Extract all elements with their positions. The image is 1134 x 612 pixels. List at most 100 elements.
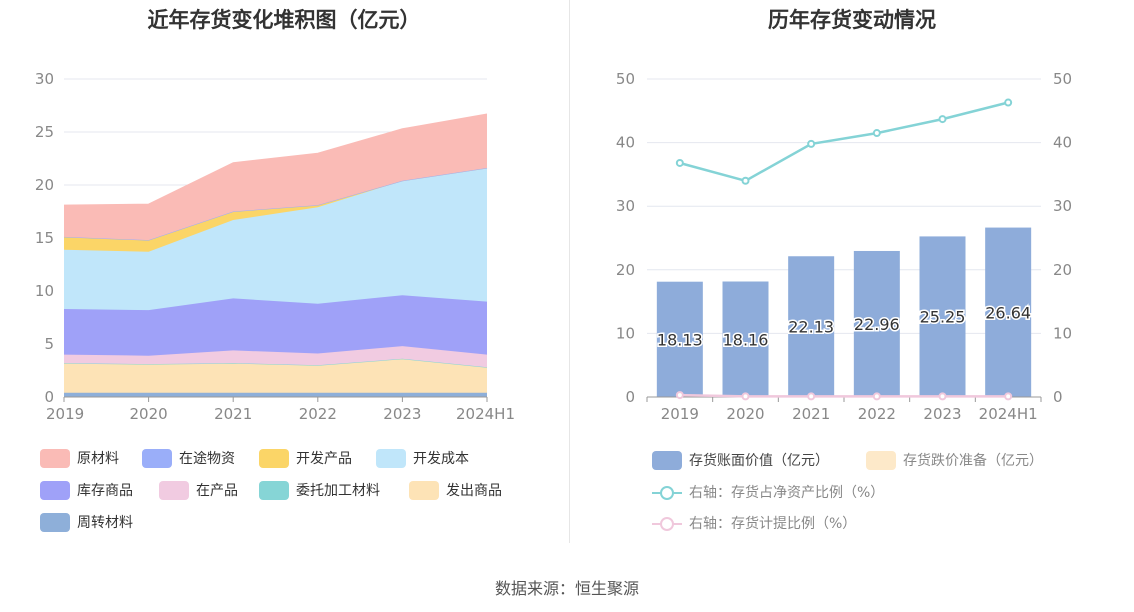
y2-tick-label: 0	[1053, 388, 1063, 406]
legend-swatch	[159, 480, 189, 500]
y-tick-label: 50	[616, 70, 635, 88]
y-tick-label: 10	[35, 282, 54, 300]
left-chart-title: 近年存货变化堆积图（亿元）	[147, 8, 421, 32]
legend-swatch	[652, 514, 682, 533]
x-tick-label: 2024H1	[979, 405, 1038, 423]
legend-swatch	[40, 512, 70, 532]
bar-data-label: 25.25	[920, 308, 966, 327]
bar-data-label: 22.96	[854, 315, 900, 334]
legend-swatch	[652, 450, 682, 470]
y-tick-label: 0	[625, 388, 635, 406]
legend-item[interactable]: 开发产品	[259, 447, 352, 469]
legend-swatch	[259, 448, 289, 468]
line-series	[679, 393, 1009, 398]
x-tick-label: 2022	[858, 405, 896, 423]
y2-tick-label: 10	[1053, 324, 1072, 342]
y2-tick-label: 40	[1053, 134, 1072, 152]
line-point	[807, 139, 816, 148]
legend-label: 右轴：存货占净资产比例（%）	[689, 485, 885, 501]
legend-item[interactable]: 右轴：存货占净资产比例（%）	[652, 481, 884, 503]
y-tick-label: 25	[35, 123, 54, 141]
legend-label: 周转材料	[77, 515, 133, 531]
legend-label: 在产品	[196, 483, 238, 499]
legend-item[interactable]: 委托加工材料	[259, 479, 380, 501]
bar	[919, 236, 966, 397]
bar-data-label: 22.13	[788, 318, 834, 337]
bar	[788, 256, 835, 397]
stacked-area-chart: 0 5 10 15 20 25 30 2019 2020 2021 2022 2023 2024H1	[35, 70, 515, 423]
line-point	[807, 392, 816, 401]
line-point	[1004, 98, 1013, 107]
line-point	[675, 158, 684, 167]
legend-swatch	[259, 480, 289, 500]
legend-item[interactable]: 原材料	[40, 447, 119, 469]
legend-item[interactable]: 存货跌价准备（亿元）	[866, 449, 1043, 471]
y-tick-label: 40	[616, 134, 635, 152]
area-series	[64, 168, 487, 311]
line-point	[675, 391, 684, 400]
area-series	[64, 392, 487, 397]
bar-data-label: 26.64	[985, 303, 1031, 322]
x-tick-label: 2020	[130, 405, 168, 423]
legend-item[interactable]: 右轴：存货计提比例（%）	[652, 512, 856, 534]
legend-item[interactable]: 开发成本	[376, 447, 469, 469]
legend-item[interactable]: 在产品	[159, 479, 238, 501]
legend-label: 开发产品	[296, 451, 352, 467]
data-source-note: 数据来源：恒生聚源	[494, 579, 639, 598]
legend-swatch	[409, 480, 439, 500]
legend-label: 在途物资	[179, 451, 235, 467]
x-tick-label: 2021	[792, 405, 830, 423]
area-series	[64, 295, 487, 356]
x-tick-label: 2024H1	[456, 405, 515, 423]
line-series	[679, 101, 1009, 183]
legend-item[interactable]: 周转材料	[40, 511, 133, 533]
legend-label: 发出商品	[446, 483, 502, 499]
bar	[853, 250, 900, 397]
bar	[985, 227, 1032, 397]
x-tick-label: 2023	[923, 405, 961, 423]
left-chart-panel: 近年存货变化堆积图（亿元） 0 5 10 15 20 25 30 2019 2020 2021 20…	[0, 0, 568, 545]
legend-label: 库存商品	[77, 483, 133, 499]
legend-label: 右轴：存货计提比例（%）	[689, 516, 857, 532]
y2-tick-label: 50	[1053, 70, 1072, 88]
bar	[722, 281, 769, 397]
right-chart-title: 历年存货变动情况	[768, 8, 936, 32]
legend-item[interactable]: 库存商品	[40, 479, 133, 501]
y2-tick-label: 30	[1053, 197, 1072, 215]
line-point	[1004, 392, 1013, 401]
legend-swatch	[652, 483, 682, 502]
y-tick-label: 15	[35, 229, 54, 247]
legend-label: 存货跌价准备（亿元）	[903, 453, 1043, 469]
legend-item[interactable]: 存货账面价值（亿元）	[652, 449, 829, 471]
right-chart-panel: 历年存货变动情况 0 0 10 10 20 20 30 30 40 40 50 50 18.13 18.1…	[570, 0, 1134, 545]
area-series	[64, 114, 487, 241]
y-tick-label: 0	[44, 388, 54, 406]
y2-tick-label: 20	[1053, 261, 1072, 279]
legend-swatch	[376, 448, 406, 468]
legend-label: 原材料	[77, 451, 119, 467]
area-series	[64, 168, 487, 252]
panel-divider	[569, 0, 570, 543]
y-tick-label: 20	[35, 176, 54, 194]
legend-label: 开发成本	[413, 451, 469, 467]
x-tick-label: 2020	[726, 405, 764, 423]
y-tick-label: 10	[616, 324, 635, 342]
y-tick-label: 30	[35, 70, 54, 88]
y-tick-label: 20	[616, 261, 635, 279]
legend-swatch	[142, 448, 172, 468]
line-point	[938, 392, 947, 401]
line-point	[741, 176, 750, 185]
x-tick-label: 2023	[383, 405, 421, 423]
line-point	[872, 392, 881, 401]
legend-item[interactable]: 发出商品	[409, 479, 502, 501]
bar-data-label: 18.16	[723, 330, 769, 349]
area-series	[64, 358, 487, 393]
area-series-edge	[63, 113, 488, 206]
line-point	[741, 392, 750, 401]
y-tick-label: 5	[44, 335, 54, 353]
legend-swatch	[866, 450, 896, 470]
line-point	[872, 129, 881, 138]
legend-item[interactable]: 在途物资	[142, 447, 235, 469]
x-tick-label: 2021	[214, 405, 252, 423]
x-tick-label: 2022	[299, 405, 337, 423]
